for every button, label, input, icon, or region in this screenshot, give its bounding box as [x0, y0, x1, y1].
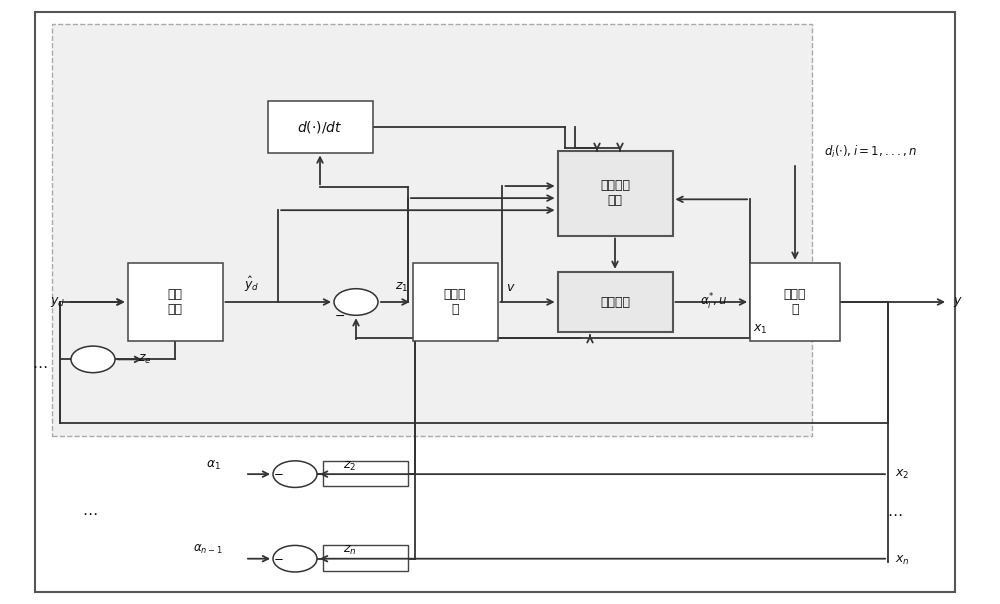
Bar [52, 24, 812, 436]
Text: $d_i(\cdot), i=1,...,n$: $d_i(\cdot), i=1,...,n$ [824, 144, 916, 160]
Text: $-$: $-$ [273, 466, 283, 480]
Text: $z_2$: $z_2$ [343, 460, 356, 473]
Bar [558, 151, 672, 236]
Bar [413, 263, 498, 341]
Text: $-$: $-$ [273, 551, 283, 564]
Text: $\alpha_{n-1}$: $\alpha_{n-1}$ [193, 543, 223, 556]
Text: $x_2$: $x_2$ [895, 467, 909, 481]
Bar [323, 545, 408, 571]
Text: $y_d$: $y_d$ [50, 295, 66, 309]
Bar [323, 461, 408, 486]
Text: 神经网络
单元: 神经网络 单元 [600, 179, 630, 207]
Text: 控制单元: 控制单元 [600, 295, 630, 309]
Circle shape [273, 545, 317, 572]
Text: 重构
估计: 重构 估计 [168, 288, 182, 316]
Text: $z_n$: $z_n$ [343, 544, 357, 557]
Text: $\hat{y}_d$: $\hat{y}_d$ [244, 274, 260, 294]
Bar [268, 101, 372, 152]
Bar [750, 263, 840, 341]
Text: $-$: $-$ [334, 309, 346, 323]
Circle shape [334, 289, 378, 315]
Circle shape [71, 346, 115, 373]
Text: $v$: $v$ [506, 280, 516, 294]
Text: $\alpha_1$: $\alpha_1$ [206, 458, 220, 472]
Text: $\cdots$: $\cdots$ [32, 358, 48, 373]
Text: $d(\cdot)/dt$: $d(\cdot)/dt$ [297, 119, 343, 135]
Bar [558, 272, 672, 332]
Text: $y$: $y$ [953, 295, 963, 309]
Text: $z_e$: $z_e$ [138, 353, 152, 366]
Text: $z_1$: $z_1$ [395, 280, 409, 294]
Bar [128, 263, 222, 341]
Text: $\cdots$: $\cdots$ [82, 505, 98, 519]
Text: $\cdots$: $\cdots$ [887, 506, 903, 521]
Text: $x_1$: $x_1$ [753, 323, 767, 336]
Text: 被控系
统: 被控系 统 [784, 288, 806, 316]
Text: $\alpha_i^{*},u$: $\alpha_i^{*},u$ [700, 292, 728, 312]
Text: $x_n$: $x_n$ [895, 554, 910, 567]
Text: 速度变
换: 速度变 换 [444, 288, 466, 316]
Circle shape [273, 461, 317, 487]
